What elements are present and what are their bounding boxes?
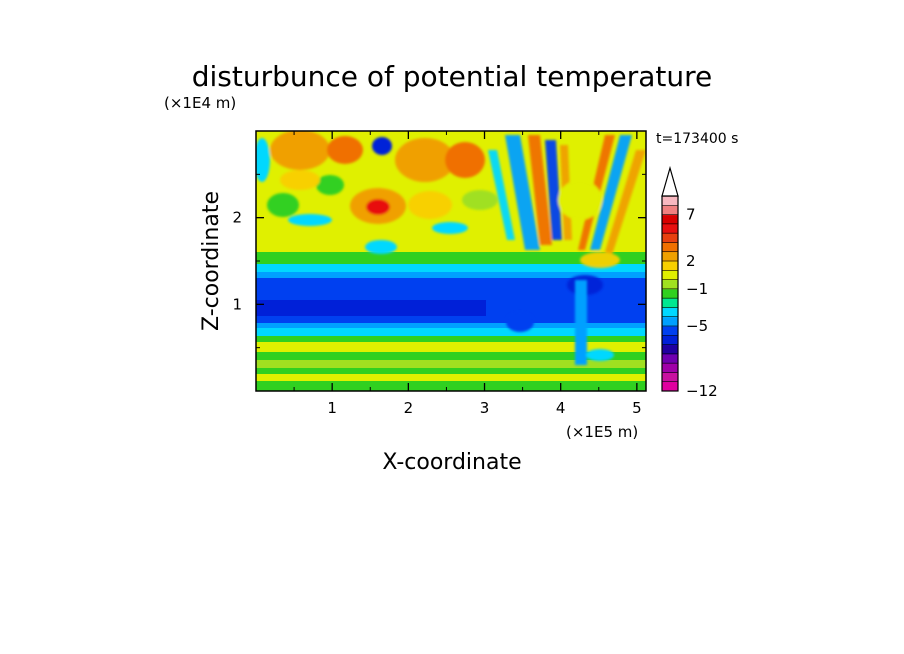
blob-orange-4 (445, 142, 485, 178)
blob-cyan-4 (256, 138, 270, 182)
colorbar-segment (662, 223, 678, 234)
chart-title: disturbunce of potential temperature (192, 60, 713, 93)
field-lower-cyan (256, 328, 646, 336)
colorbar-segment (662, 353, 678, 364)
blob-orange-3 (395, 138, 455, 182)
blob-orange-2 (327, 136, 363, 164)
blob-orange-1 (270, 131, 330, 170)
wave-blob-3 (580, 252, 620, 268)
colorbar-segment (662, 381, 678, 392)
x-unit-label: (×1E5 m) (566, 423, 638, 441)
blob-orange-7 (280, 170, 320, 190)
wave-stripe-3 (545, 140, 562, 240)
time-label: t=173400 s (656, 131, 738, 147)
y-axis-label: Z-coordinate (199, 191, 224, 331)
y-tick-label: 2 (232, 209, 242, 227)
colorbar-segment (662, 326, 678, 336)
field-blue-deep (256, 300, 486, 316)
field-lower-yellow3 (256, 374, 646, 381)
colorbar-segment (662, 335, 678, 346)
lower-disturbance-2 (586, 349, 614, 361)
colorbar-tick-label: −12 (686, 382, 718, 400)
field-lower-yellow2 (256, 360, 646, 368)
colorbar-tick-label: 7 (686, 206, 696, 224)
colorbar-segment (662, 196, 678, 206)
wave-stripe-5 (590, 135, 632, 250)
wave-stripe-2 (528, 135, 552, 245)
colorbar-segment (662, 288, 678, 299)
blob-blue-1 (372, 137, 392, 155)
lower-disturbance-1 (506, 312, 534, 332)
y-axis-ticks: 12 (232, 173, 646, 349)
x-tick-label: 2 (404, 399, 414, 417)
colorbar-segment (662, 261, 678, 271)
x-tick-label: 3 (480, 399, 490, 417)
x-axis-ticks: 1 2 3 4 5 (293, 131, 642, 417)
colorbar-tick-label: 2 (686, 252, 696, 270)
wave-stripe-1 (505, 135, 540, 250)
blob-cyan-2 (432, 222, 468, 234)
blob-green-2 (316, 175, 344, 195)
contour-field (256, 131, 646, 391)
colorbar-segment (662, 214, 678, 225)
x-axis-label: X-coordinate (382, 450, 521, 475)
colorbar-segment (662, 242, 678, 253)
colorbar-segment (662, 279, 678, 290)
wave-blob-1 (558, 180, 602, 220)
wave-stripe-7 (604, 150, 646, 255)
colorbar-segment (662, 372, 678, 383)
colorbar-segment (662, 316, 678, 327)
y-tick-label: 1 (232, 295, 242, 313)
colorbar-tick-label: −5 (686, 317, 708, 335)
colorbar-segment (662, 205, 678, 216)
colorbar-segment (662, 344, 678, 355)
colorbar-segment (662, 270, 678, 281)
vertical-disturbance (575, 280, 587, 365)
blob-green-1 (267, 193, 299, 217)
colorbar: 7 2 −1 −5 −12 (661, 165, 718, 400)
colorbar-segment (662, 251, 678, 262)
colorbar-segment (662, 363, 678, 373)
x-tick-label: 4 (556, 399, 566, 417)
blob-green-3 (462, 190, 498, 210)
colorbar-segment (662, 307, 678, 318)
y-unit-label: (×1E4 m) (164, 94, 236, 112)
x-tick-label: 1 (327, 399, 337, 417)
blob-orange-6 (408, 191, 452, 219)
blob-cyan-3 (365, 240, 397, 254)
colorbar-segment (662, 233, 678, 243)
colorbar-segment (662, 298, 678, 308)
x-tick-label: 5 (632, 399, 642, 417)
colorbar-extend-arrow (661, 165, 679, 197)
wave-stripe-8 (488, 150, 515, 240)
colorbar-tick-label: −1 (686, 280, 708, 298)
field-lower-yellow1 (256, 342, 646, 352)
blob-cyan-1 (288, 214, 332, 226)
blob-red-1 (366, 199, 390, 215)
